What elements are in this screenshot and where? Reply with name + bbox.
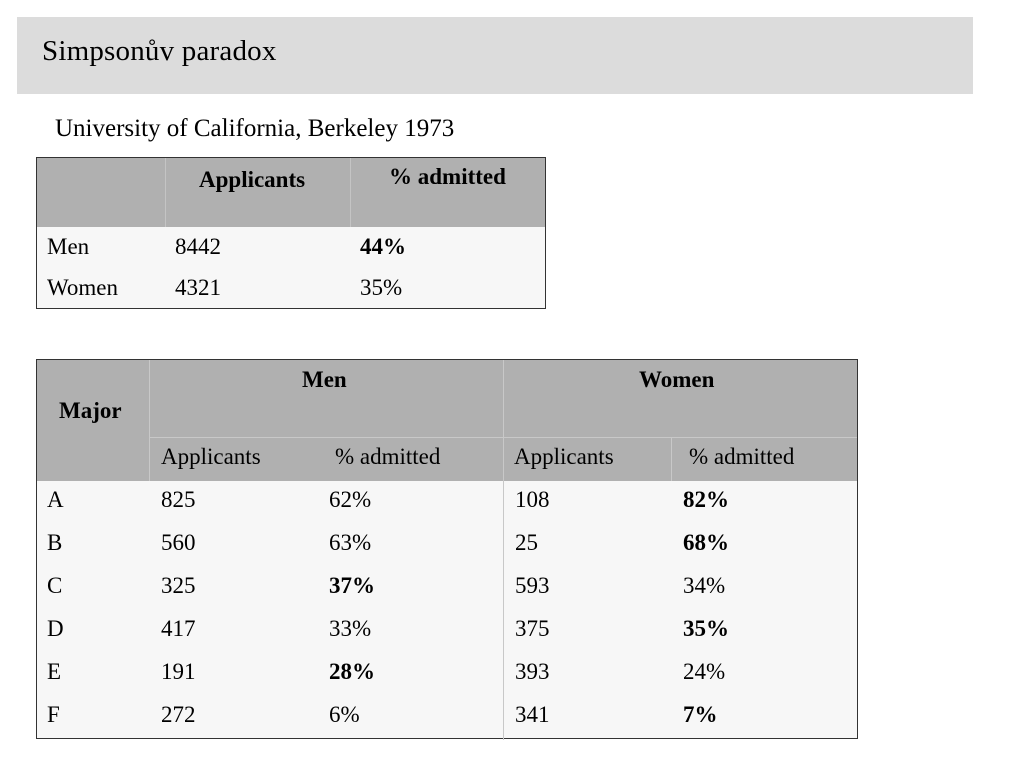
major-table: Major Men Women Applicants % admitted Ap…: [36, 359, 858, 740]
major-cell: B: [47, 530, 63, 555]
major-cell: D: [47, 616, 64, 641]
women-admitted-cell: 82%: [683, 487, 729, 512]
men-admitted-cell: 33%: [329, 616, 372, 641]
subheader-women-applicants: Applicants: [514, 444, 614, 469]
men-admitted-cell: 6%: [329, 702, 360, 727]
women-applicants-cell: 25: [515, 530, 538, 555]
slide-subtitle: University of California, Berkeley 1973: [55, 115, 455, 142]
title-bar: Simpsonův paradox: [17, 17, 973, 94]
column-divider: [350, 158, 351, 227]
slide-title: Simpsonův paradox: [42, 35, 277, 67]
summary-row-applicants: 4321: [175, 275, 221, 300]
summary-row-admitted: 35%: [360, 275, 403, 300]
summary-row-admitted: 44%: [360, 234, 406, 259]
summary-header-row: [37, 158, 545, 227]
women-applicants-cell: 393: [515, 659, 550, 684]
major-cell: F: [47, 702, 60, 727]
column-divider: [149, 360, 150, 481]
summary-row-label: Men: [47, 234, 90, 259]
subheader-men-applicants: Applicants: [161, 444, 261, 469]
men-applicants-cell: 325: [161, 573, 196, 598]
summary-row-applicants: 8442: [175, 234, 221, 259]
subheader-women-admitted: % admitted: [689, 444, 795, 469]
women-applicants-cell: 375: [515, 616, 550, 641]
major-cell: A: [47, 487, 64, 512]
row-divider: [149, 437, 857, 438]
women-applicants-cell: 341: [515, 702, 550, 727]
men-admitted-cell: 62%: [329, 487, 372, 512]
summary-header-applicants: Applicants: [199, 167, 306, 192]
men-applicants-cell: 417: [161, 616, 196, 641]
women-admitted-cell: 35%: [683, 616, 729, 641]
major-header: Major: [59, 398, 122, 423]
women-applicants-cell: 593: [515, 573, 550, 598]
men-applicants-cell: 825: [161, 487, 196, 512]
women-admitted-cell: 24%: [683, 659, 726, 684]
men-applicants-cell: 560: [161, 530, 196, 555]
column-divider: [671, 438, 672, 481]
summary-table: Applicants % admitted Men 8442 44% Women…: [36, 157, 546, 309]
summary-header-admitted: % admitted: [389, 164, 506, 189]
group-header-women: Women: [639, 367, 715, 392]
column-divider: [503, 360, 504, 740]
major-cell: E: [47, 659, 62, 684]
men-applicants-cell: 191: [161, 659, 196, 684]
men-applicants-cell: 272: [161, 702, 196, 727]
women-admitted-cell: 34%: [683, 573, 726, 598]
major-cell: C: [47, 573, 63, 598]
men-admitted-cell: 37%: [329, 573, 375, 598]
summary-row-label: Women: [47, 275, 118, 300]
group-header-men: Men: [302, 367, 347, 392]
women-admitted-cell: 7%: [683, 702, 718, 727]
men-admitted-cell: 28%: [329, 659, 375, 684]
subheader-men-admitted: % admitted: [335, 444, 441, 469]
major-header-block: [37, 360, 857, 481]
men-admitted-cell: 63%: [329, 530, 372, 555]
column-divider: [165, 158, 166, 227]
women-applicants-cell: 108: [515, 487, 550, 512]
women-admitted-cell: 68%: [683, 530, 729, 555]
